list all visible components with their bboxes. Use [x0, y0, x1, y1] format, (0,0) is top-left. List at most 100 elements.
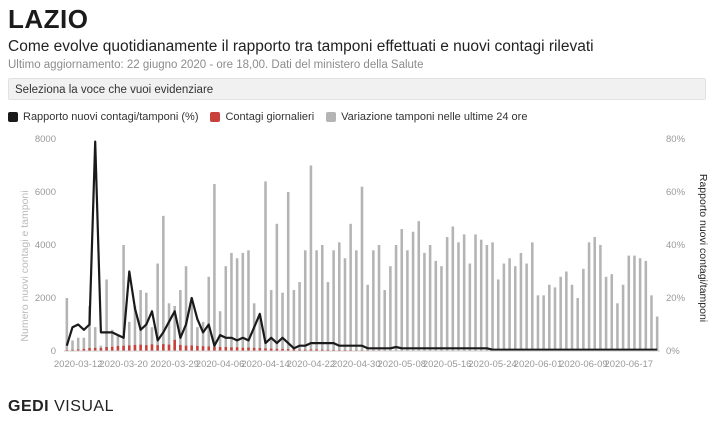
- tests-bar: [627, 255, 631, 351]
- cases-bar: [303, 349, 307, 351]
- brand-logo-rest: VISUAL: [49, 398, 114, 415]
- tests-bar: [570, 284, 574, 351]
- y-left-tick-label: 0: [51, 346, 56, 357]
- y-left-tick-label: 4000: [35, 240, 56, 251]
- tests-bar: [576, 298, 579, 351]
- x-tick-label: 2020-04-22: [287, 359, 336, 370]
- tests-bar: [224, 266, 228, 351]
- tests-bar: [593, 237, 597, 351]
- cases-bar: [145, 345, 148, 351]
- cases-bar: [264, 348, 267, 351]
- tests-bar: [513, 266, 517, 351]
- tests-bar: [343, 258, 347, 351]
- y-right-tick-label: 40%: [666, 240, 686, 251]
- tests-bar: [133, 305, 137, 351]
- y-right-tick-label: 20%: [666, 293, 686, 304]
- x-tick-label: 2020-06-09: [559, 359, 608, 370]
- tests-bar: [485, 245, 489, 351]
- x-tick-label: 2020-06-17: [604, 359, 653, 370]
- legend-item-daily-cases[interactable]: Contagi giornalieri: [210, 111, 314, 123]
- chart-legend: Rapporto nuovi contagi/tamponi (%) Conta…: [8, 111, 539, 123]
- tests-bar: [338, 242, 341, 351]
- cases-bar: [93, 347, 97, 351]
- tests-bar: [587, 242, 591, 351]
- series-selector-dropdown[interactable]: Seleziona la voce che vuoi evidenziare: [8, 78, 706, 100]
- cases-bar: [269, 348, 273, 351]
- cases-bar: [286, 349, 290, 351]
- y-left-tick-label: 6000: [35, 187, 56, 198]
- tests-bar: [93, 327, 97, 351]
- cases-bar: [207, 346, 211, 351]
- cases-bar: [127, 345, 131, 351]
- cases-bar: [105, 347, 108, 351]
- cases-bar: [224, 347, 228, 351]
- tests-bar: [241, 252, 245, 351]
- cases-bar: [213, 346, 216, 351]
- tests-bar: [582, 268, 585, 351]
- tests-bar: [218, 311, 222, 351]
- tests-bar: [201, 321, 205, 351]
- tests-bar: [360, 186, 364, 351]
- x-tick-label: 2020-03-12: [54, 359, 103, 370]
- tests-bar: [76, 337, 80, 351]
- tests-bar: [525, 263, 528, 351]
- legend-item-ratio[interactable]: Rapporto nuovi contagi/tamponi (%): [8, 111, 198, 123]
- y-right-tick-label: 80%: [666, 134, 686, 145]
- y-right-tick-label: 0%: [666, 346, 680, 357]
- cases-bar: [320, 349, 324, 351]
- cases-bar: [338, 349, 341, 351]
- cases-bar: [326, 349, 330, 351]
- tests-bar: [184, 266, 188, 351]
- tests-bar: [548, 284, 551, 351]
- tests-bar: [423, 252, 426, 351]
- tests-bar: [650, 295, 653, 351]
- cases-bar: [309, 349, 313, 351]
- tests-bar: [565, 271, 568, 351]
- tests-bar: [247, 250, 250, 351]
- cases-bar: [179, 344, 182, 351]
- tests-bar: [127, 321, 131, 351]
- tests-bar: [377, 245, 381, 351]
- tests-bar: [235, 258, 239, 351]
- tests-bar: [491, 242, 494, 351]
- tests-bar: [366, 284, 369, 351]
- cases-bar: [167, 344, 171, 351]
- cases-bar: [133, 344, 137, 351]
- cases-bar: [196, 345, 199, 351]
- cases-bar: [122, 345, 125, 351]
- chart-area: 0 2000 4000 6000 8000 0% 20% 40% 60% 80% 2020-03…: [19, 134, 709, 370]
- legend-item-tests-variation[interactable]: Variazione tamponi nelle ultime 24 ore: [326, 111, 527, 123]
- tests-bar: [445, 237, 449, 351]
- tests-bar: [610, 274, 614, 351]
- x-tick-label: 2020-05-16: [423, 359, 472, 370]
- tests-bar: [621, 284, 625, 351]
- tests-bar: [531, 242, 534, 351]
- tests-bar: [167, 303, 171, 351]
- tests-bar: [292, 290, 296, 351]
- x-tick-label: 2020-04-14: [241, 359, 290, 370]
- x-tick-label: 2020-03-29: [150, 359, 199, 370]
- tests-bar: [65, 298, 69, 351]
- cases-bar: [275, 348, 279, 351]
- x-tick-label: 2020-04-06: [196, 359, 245, 370]
- tests-bar: [496, 279, 500, 351]
- tests-bar: [411, 231, 415, 351]
- tests-bar: [457, 242, 460, 351]
- tests-bar: [638, 258, 642, 351]
- tests-bar: [150, 327, 154, 351]
- tests-bar: [553, 287, 557, 351]
- brand-logo-bold: GEDI: [8, 398, 50, 415]
- tests-bar: [88, 305, 91, 351]
- legend-label-tests-variation: Variazione tamponi nelle ultime 24 ore: [341, 111, 528, 123]
- cases-bar: [247, 347, 250, 351]
- cases-bar: [173, 339, 176, 351]
- cases-bar: [82, 348, 86, 351]
- tests-bar: [604, 276, 608, 351]
- tests-bar: [122, 245, 125, 351]
- tests-bar: [389, 266, 392, 351]
- tests-bar: [394, 245, 398, 351]
- tests-bar: [468, 263, 472, 351]
- y-left-axis-title: Numero nuovi contagi e tamponi: [19, 190, 31, 341]
- tests-bar: [82, 337, 86, 351]
- tests-bar: [559, 276, 562, 351]
